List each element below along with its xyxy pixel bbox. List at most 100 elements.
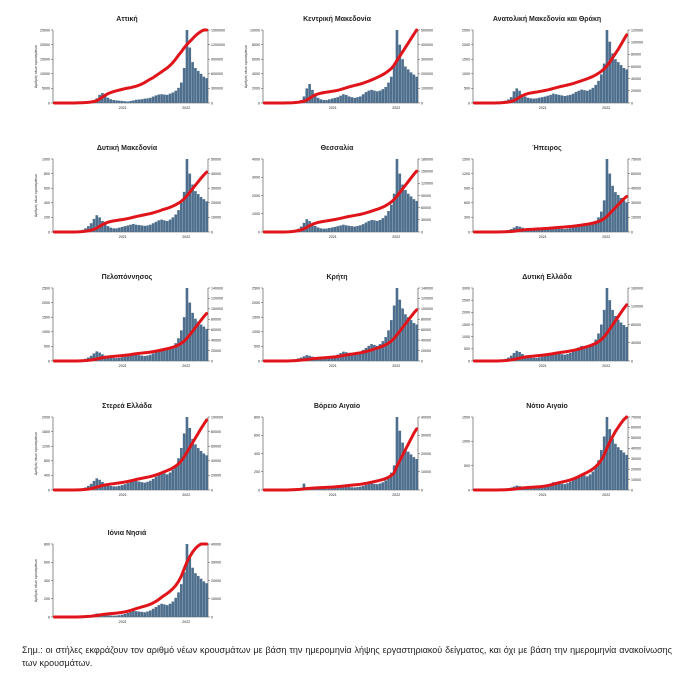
y2-tick-label: 80000: [631, 53, 641, 57]
bar: [384, 480, 387, 490]
bar: [182, 572, 186, 617]
x-tick-label: 2021: [539, 493, 547, 497]
bar: [123, 484, 127, 490]
bar: [566, 95, 569, 103]
bar: [535, 98, 538, 103]
y2-tick-label: 60000: [631, 426, 641, 430]
chart-panel: Στερεά Ελλάδα 0 400 800 1200 1600 2000 0 20000 40…: [27, 395, 227, 513]
cumulative-line: [52, 312, 209, 363]
y2-tick-label: 60000: [631, 65, 641, 69]
chart-svg: 0 500 1000 1500 0 10000 20000 30000 40000 50000 60…: [462, 415, 641, 497]
bar: [87, 226, 90, 232]
bar: [415, 200, 418, 232]
bar: [165, 94, 169, 103]
bar: [118, 357, 121, 361]
bar: [563, 95, 566, 103]
y2-tick-label: 30000: [631, 457, 641, 461]
y2-tick-label: 30000: [631, 201, 641, 205]
bar: [316, 97, 320, 103]
bar: [577, 347, 581, 361]
bar: [129, 481, 132, 490]
bar: [182, 191, 186, 232]
chart-svg: 0300600900120015000150003000045000600007…: [462, 157, 641, 239]
bar: [339, 225, 342, 232]
bar: [194, 67, 197, 103]
bar: [387, 330, 390, 361]
bar: [538, 487, 541, 490]
bar: [552, 228, 555, 232]
bar: [390, 204, 393, 232]
bar: [409, 320, 413, 361]
bar: [151, 96, 155, 103]
bar: [364, 484, 368, 490]
x-tick-label: 2022: [602, 235, 610, 239]
y2-tick-label: 20000: [421, 349, 431, 353]
y2-tick-label: 140000: [421, 286, 433, 290]
y2-tick-label: 100000: [211, 415, 223, 419]
chart-panel: Ήπειρος 0 300 600 900 1200 1500 0 15000 30000 4500…: [447, 137, 647, 255]
bar: [185, 30, 189, 103]
y-tick-label: 0: [258, 488, 260, 492]
bar: [328, 227, 331, 232]
bar: [560, 483, 564, 490]
x-tick-label: 2022: [392, 106, 400, 110]
bar: [205, 78, 208, 103]
bar: [140, 225, 144, 232]
bar: [325, 488, 328, 490]
bar: [154, 221, 158, 232]
bar: [319, 99, 323, 103]
bar: [532, 357, 535, 361]
bar: [160, 219, 163, 232]
bar: [174, 597, 177, 617]
bar: [196, 321, 200, 361]
bar: [364, 92, 368, 103]
bar: [196, 575, 200, 617]
cumulative-line: [472, 33, 629, 105]
bar: [616, 62, 620, 103]
bar: [566, 228, 569, 232]
x-tick-label: 2021: [329, 364, 337, 368]
bar: [188, 427, 192, 490]
bar: [614, 443, 617, 490]
bar: [532, 488, 535, 490]
bar: [616, 319, 620, 361]
y2-tick-label: 90000: [421, 194, 431, 198]
y2-tick-label: 900000: [211, 58, 223, 62]
bar: [614, 315, 617, 361]
y-tick-label: 1000: [462, 440, 470, 444]
bar: [373, 344, 376, 361]
bar: [608, 41, 612, 103]
bar: [378, 90, 382, 103]
y-tick-label: 0: [258, 101, 260, 105]
bar: [538, 97, 541, 103]
y2-tick-label: 60000: [421, 328, 431, 332]
bar: [205, 201, 208, 232]
bar: [566, 353, 569, 361]
bar: [585, 347, 589, 361]
chart-title: Δυτική Ελλάδα: [522, 274, 572, 281]
chart-panel: Νότιο Αιγαίο 0 500 1000 1500 0 10000 20000 30000…: [447, 395, 647, 513]
bar: [353, 226, 356, 232]
chart-title: Ιόνια Νησιά: [107, 530, 147, 537]
bar: [395, 417, 399, 490]
y-axis-label: Αριθμός νέων κρουσμάτων: [244, 45, 248, 88]
y-tick-label: 200: [254, 470, 260, 474]
bar: [118, 100, 121, 103]
bar: [339, 487, 342, 490]
bar: [605, 288, 609, 361]
chart-title: Πελοπόννησος: [101, 274, 153, 281]
bar: [146, 611, 149, 617]
bar: [574, 91, 578, 103]
cumulative-line: [472, 303, 629, 363]
y-tick-label: 200: [44, 597, 50, 601]
y-tick-label: 3000: [252, 176, 260, 180]
bar: [398, 173, 402, 232]
bar: [191, 184, 194, 232]
y2-tick-label: 120000: [631, 305, 643, 309]
bar: [98, 352, 101, 361]
bar: [112, 358, 115, 361]
bar: [118, 615, 121, 617]
bar: [605, 417, 609, 490]
bar: [557, 483, 561, 490]
y-tick-label: 800: [44, 172, 50, 176]
